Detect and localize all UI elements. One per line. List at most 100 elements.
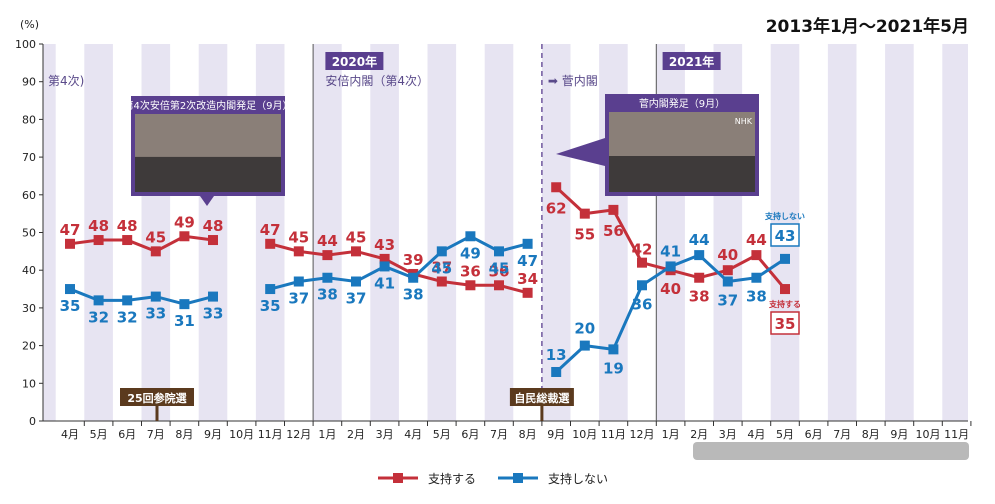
data-point	[522, 287, 533, 298]
data-point	[265, 238, 276, 249]
data-label: 44	[746, 231, 767, 249]
data-point	[465, 280, 476, 291]
year-2021-box	[662, 52, 721, 70]
data-point	[637, 280, 647, 291]
data-point	[150, 291, 161, 302]
x-tick-label: 9月	[890, 428, 908, 441]
data-label: 62	[546, 199, 567, 217]
data-label: 47	[60, 221, 81, 239]
data-label: 47	[260, 221, 281, 239]
data-label: 56	[603, 222, 624, 240]
data-point	[751, 250, 762, 261]
data-point	[722, 276, 733, 287]
data-point	[351, 246, 361, 257]
y-tick-label: 10	[22, 377, 36, 390]
x-tick-label: 2月	[347, 428, 365, 441]
photo-suga-cabinet-image-shade	[609, 156, 755, 192]
data-point	[351, 276, 361, 287]
x-tick-label: 11月	[258, 428, 283, 441]
data-label: 36	[460, 262, 481, 280]
data-label: 40	[660, 280, 681, 298]
year-2020-label: 2020年	[332, 54, 377, 69]
data-label: 13	[546, 346, 567, 364]
data-label: 36	[489, 262, 510, 280]
data-point	[522, 238, 533, 249]
month-band	[427, 44, 457, 421]
data-point	[65, 238, 75, 249]
data-point	[780, 284, 790, 295]
end-not-support-box	[770, 223, 800, 247]
data-label: 44	[689, 231, 710, 249]
data-label: 31	[174, 312, 195, 330]
data-label: 33	[203, 305, 224, 323]
data-point	[179, 299, 190, 310]
data-point	[265, 284, 276, 295]
x-tick-label: 5月	[90, 428, 108, 441]
data-label: 42	[632, 241, 653, 259]
y-tick-label: 60	[22, 189, 36, 202]
data-label: 38	[689, 288, 710, 306]
data-point	[208, 235, 218, 246]
x-tick-label: 8月	[519, 428, 537, 441]
month-band	[43, 44, 56, 421]
data-point	[780, 253, 790, 264]
legend-not-support-label: 支持しない	[548, 471, 608, 486]
data-label: 32	[88, 308, 109, 326]
y-tick-label: 0	[29, 415, 36, 428]
data-point	[293, 276, 304, 287]
month-band	[84, 44, 113, 421]
data-point	[93, 235, 104, 246]
y-tick-label: 100	[15, 38, 36, 51]
x-tick-label: 12月	[286, 428, 311, 441]
data-point	[579, 340, 590, 351]
month-band	[313, 44, 342, 421]
ldp-box	[509, 388, 574, 406]
data-label: 41	[660, 242, 681, 260]
data-point	[150, 246, 161, 257]
data-label: 45	[145, 228, 166, 246]
end-not-support-value: 43	[775, 227, 796, 245]
series-line	[269, 242, 528, 295]
data-label: 41	[374, 274, 395, 292]
cabinet-abe4-label: 第4次)	[48, 74, 84, 88]
data-point	[579, 208, 590, 219]
data-label: 48	[88, 217, 109, 235]
data-label: 33	[145, 305, 166, 323]
x-tick-label: 7月	[833, 428, 851, 441]
y-tick-label: 90	[22, 76, 36, 89]
x-tick-label: 6月	[118, 428, 136, 441]
data-label: 45	[489, 259, 510, 277]
end-support-value: 35	[775, 315, 796, 333]
data-label: 37	[431, 259, 452, 277]
x-tick-label: 4月	[61, 428, 79, 441]
data-point	[722, 265, 733, 276]
data-point	[608, 204, 619, 215]
x-tick-label: 1月	[318, 428, 336, 441]
x-tick-label: 11月	[601, 428, 626, 441]
year-2020-box	[325, 52, 384, 70]
y-unit-label: (%)	[20, 18, 39, 31]
x-tick-label: 8月	[175, 428, 193, 441]
data-label: 38	[317, 286, 338, 304]
month-band	[827, 44, 857, 421]
data-point	[93, 295, 104, 306]
election-box	[120, 388, 194, 406]
data-point	[293, 246, 304, 257]
x-tick-label: 3月	[719, 428, 737, 441]
cabinet-abe4-period-label: 安倍内閣（第4次）	[325, 73, 429, 88]
data-label: 45	[346, 228, 367, 246]
data-point	[665, 261, 676, 272]
legend-not-support-marker	[513, 473, 523, 483]
data-label: 38	[746, 288, 767, 306]
x-tick-label: 7月	[490, 428, 508, 441]
data-point	[551, 366, 562, 377]
data-point	[322, 272, 333, 283]
data-point	[436, 276, 447, 287]
x-tick-label: 9月	[547, 428, 565, 441]
data-point	[694, 272, 705, 283]
x-tick-label: 6月	[805, 428, 823, 441]
month-band	[370, 44, 399, 421]
data-point	[751, 272, 762, 283]
data-label: 38	[403, 286, 424, 304]
